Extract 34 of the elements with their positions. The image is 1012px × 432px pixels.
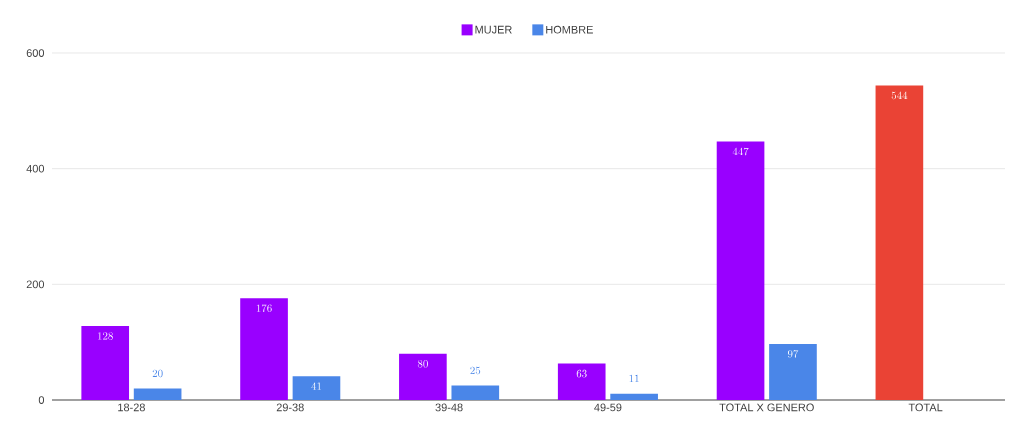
bar bbox=[81, 325, 130, 400]
y-tick-label: 0 bbox=[38, 396, 45, 404]
data-label: 41 bbox=[311, 382, 322, 390]
x-tick-label: 29-38 bbox=[276, 403, 304, 412]
data-label: 544 bbox=[891, 91, 908, 100]
y-tick-label: 200 bbox=[26, 280, 45, 289]
x-tick-label: TOTAL X GENERO bbox=[719, 403, 814, 412]
legend-label: MUJER bbox=[475, 25, 512, 34]
x-tick-label: TOTAL bbox=[908, 403, 943, 412]
bar bbox=[240, 298, 288, 400]
bar bbox=[451, 385, 500, 400]
bar bbox=[557, 363, 606, 400]
data-label: 25 bbox=[470, 366, 481, 375]
data-label: 63 bbox=[576, 369, 587, 378]
bar bbox=[716, 141, 765, 400]
bar bbox=[610, 393, 658, 400]
data-label: 20 bbox=[152, 369, 163, 378]
data-label: 447 bbox=[732, 147, 749, 156]
bar bbox=[292, 376, 341, 400]
x-tick-label: 39-48 bbox=[435, 403, 463, 412]
x-tick-label: 18-28 bbox=[118, 403, 145, 412]
y-tick-label: 400 bbox=[26, 164, 45, 173]
data-label: 80 bbox=[417, 360, 428, 368]
bar bbox=[399, 353, 447, 400]
bar bbox=[875, 85, 924, 400]
legend-label: HOMBRE bbox=[546, 25, 593, 34]
x-tick-label: 49-59 bbox=[594, 403, 622, 412]
y-tick-label: 600 bbox=[26, 49, 45, 57]
data-label: 97 bbox=[787, 350, 799, 358]
bar bbox=[133, 388, 182, 400]
data-label: 11 bbox=[629, 374, 639, 383]
data-label: 128 bbox=[98, 332, 113, 340]
bar bbox=[769, 343, 817, 400]
data-label: 176 bbox=[256, 304, 272, 312]
